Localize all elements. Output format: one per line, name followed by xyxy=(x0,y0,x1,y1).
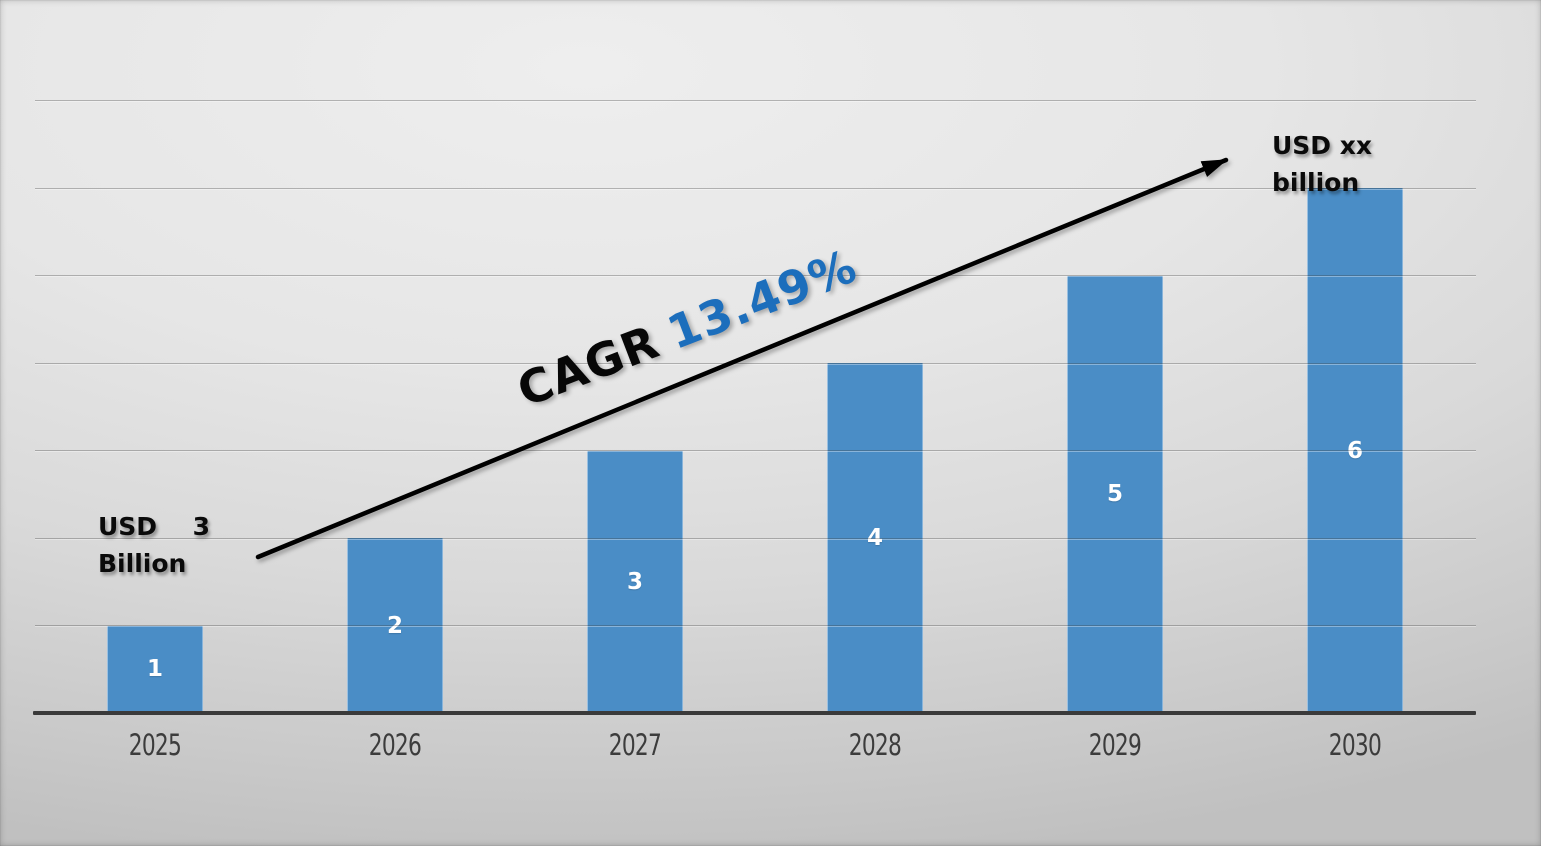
start-value-line2: Billion xyxy=(98,549,187,578)
end-value-line1: USD xx xyxy=(1272,131,1373,160)
end-value-annotation: USD xx billion xyxy=(1272,127,1372,201)
gridline-4 xyxy=(35,362,1476,364)
x-axis-line xyxy=(33,711,1476,715)
cagr-value: 13.49% xyxy=(660,238,864,360)
bar-value-label-2027: 3 xyxy=(626,568,643,595)
bar-value-label-2029: 5 xyxy=(1106,481,1123,508)
bar-2029: 5 xyxy=(1067,275,1163,713)
bar-2026: 2 xyxy=(347,538,443,713)
cagr-label: CAGR13.49% xyxy=(510,239,864,418)
gridline-6 xyxy=(35,187,1476,189)
x-axis-label-2027: 2027 xyxy=(608,728,662,762)
cagr-prefix: CAGR xyxy=(510,314,667,418)
bar-2030: 6 xyxy=(1307,188,1403,713)
bar-2025: 1 xyxy=(107,625,203,713)
start-value-amount: 3 xyxy=(192,512,210,541)
gridline-7 xyxy=(35,100,1476,101)
start-value-currency: USD xyxy=(98,512,158,541)
x-axis-label-2025: 2025 xyxy=(128,728,182,762)
gridline-1 xyxy=(35,625,1476,626)
x-axis-label-2028: 2028 xyxy=(848,728,902,762)
bar-value-label-2025: 1 xyxy=(146,656,163,683)
x-axis-label-2026: 2026 xyxy=(368,728,422,762)
end-value-line2: billion xyxy=(1272,168,1360,197)
start-value-line1: USD 3 xyxy=(98,508,210,545)
x-axis-label-2030: 2030 xyxy=(1328,728,1382,762)
gridline-2 xyxy=(35,537,1476,539)
bar-value-label-2026: 2 xyxy=(386,612,403,639)
gridline-3 xyxy=(35,450,1476,451)
x-axis-label-2029: 2029 xyxy=(1088,728,1142,762)
bar-2027: 3 xyxy=(587,450,683,713)
bar-value-label-2030: 6 xyxy=(1346,437,1363,464)
start-value-annotation: USD 3 Billion xyxy=(98,508,210,582)
